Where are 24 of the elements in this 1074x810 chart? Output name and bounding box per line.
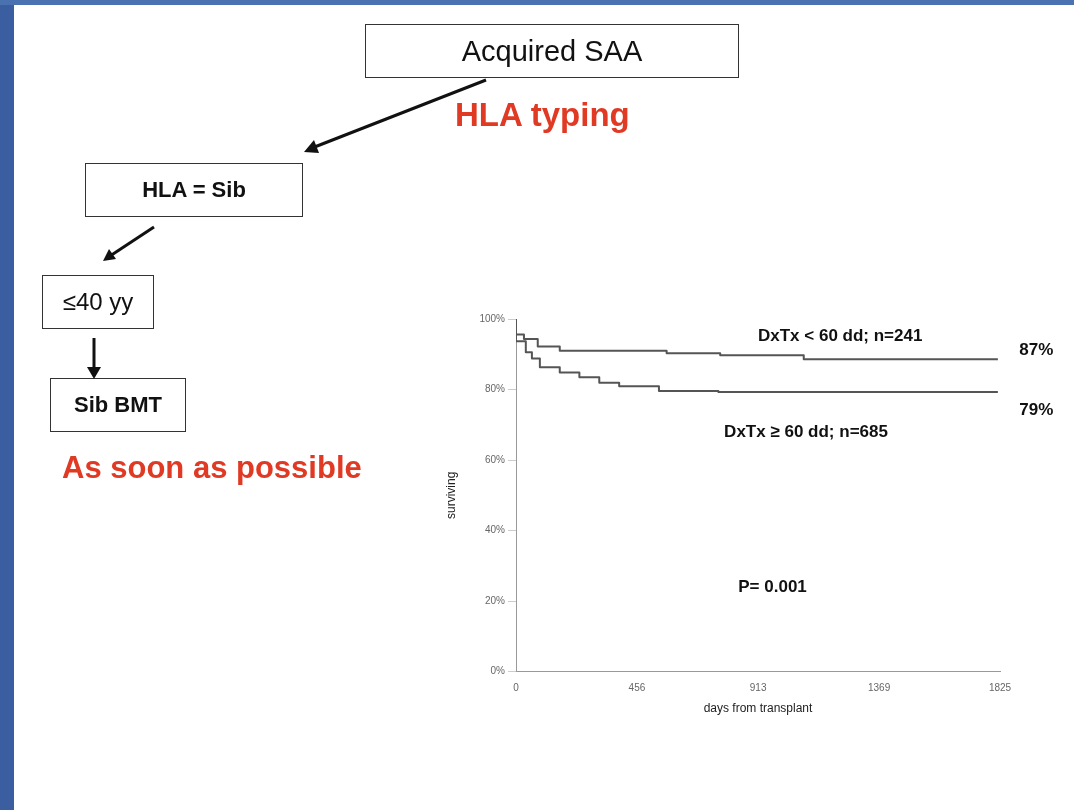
text: 87% [1019, 340, 1054, 360]
text: As soon as possible [62, 450, 362, 486]
y-tick-label: 100% [479, 312, 506, 324]
y-axis-title: surviving [443, 471, 458, 519]
text: Sib BMT [50, 378, 186, 432]
series-label: DxTx ≥ 60 dd; n=685 [724, 421, 888, 441]
y-tick-label: 40% [484, 524, 506, 536]
x-tick-label: 456 [628, 682, 646, 694]
x-tick-label: 1825 [988, 682, 1012, 694]
x-tick-label: 1369 [867, 682, 891, 694]
x-tick-label: 913 [749, 682, 767, 694]
series-label: DxTx < 60 dd; n=241 [758, 326, 923, 346]
text: 79% [1019, 400, 1054, 420]
x-axis-title: days from transplant [703, 701, 814, 716]
y-tick-label: 80% [484, 383, 506, 395]
y-tick-label: 60% [484, 453, 506, 465]
text: Acquired SAA [365, 24, 739, 78]
annotation: P= 0.001 [738, 576, 807, 596]
x-tick-label: 0 [513, 682, 520, 694]
text: ≤40 yy [42, 275, 154, 329]
y-tick-label: 20% [484, 594, 506, 606]
y-tick-label: 0% [490, 665, 506, 677]
text: HLA = Sib [85, 163, 303, 217]
text: HLA typing [455, 96, 630, 134]
